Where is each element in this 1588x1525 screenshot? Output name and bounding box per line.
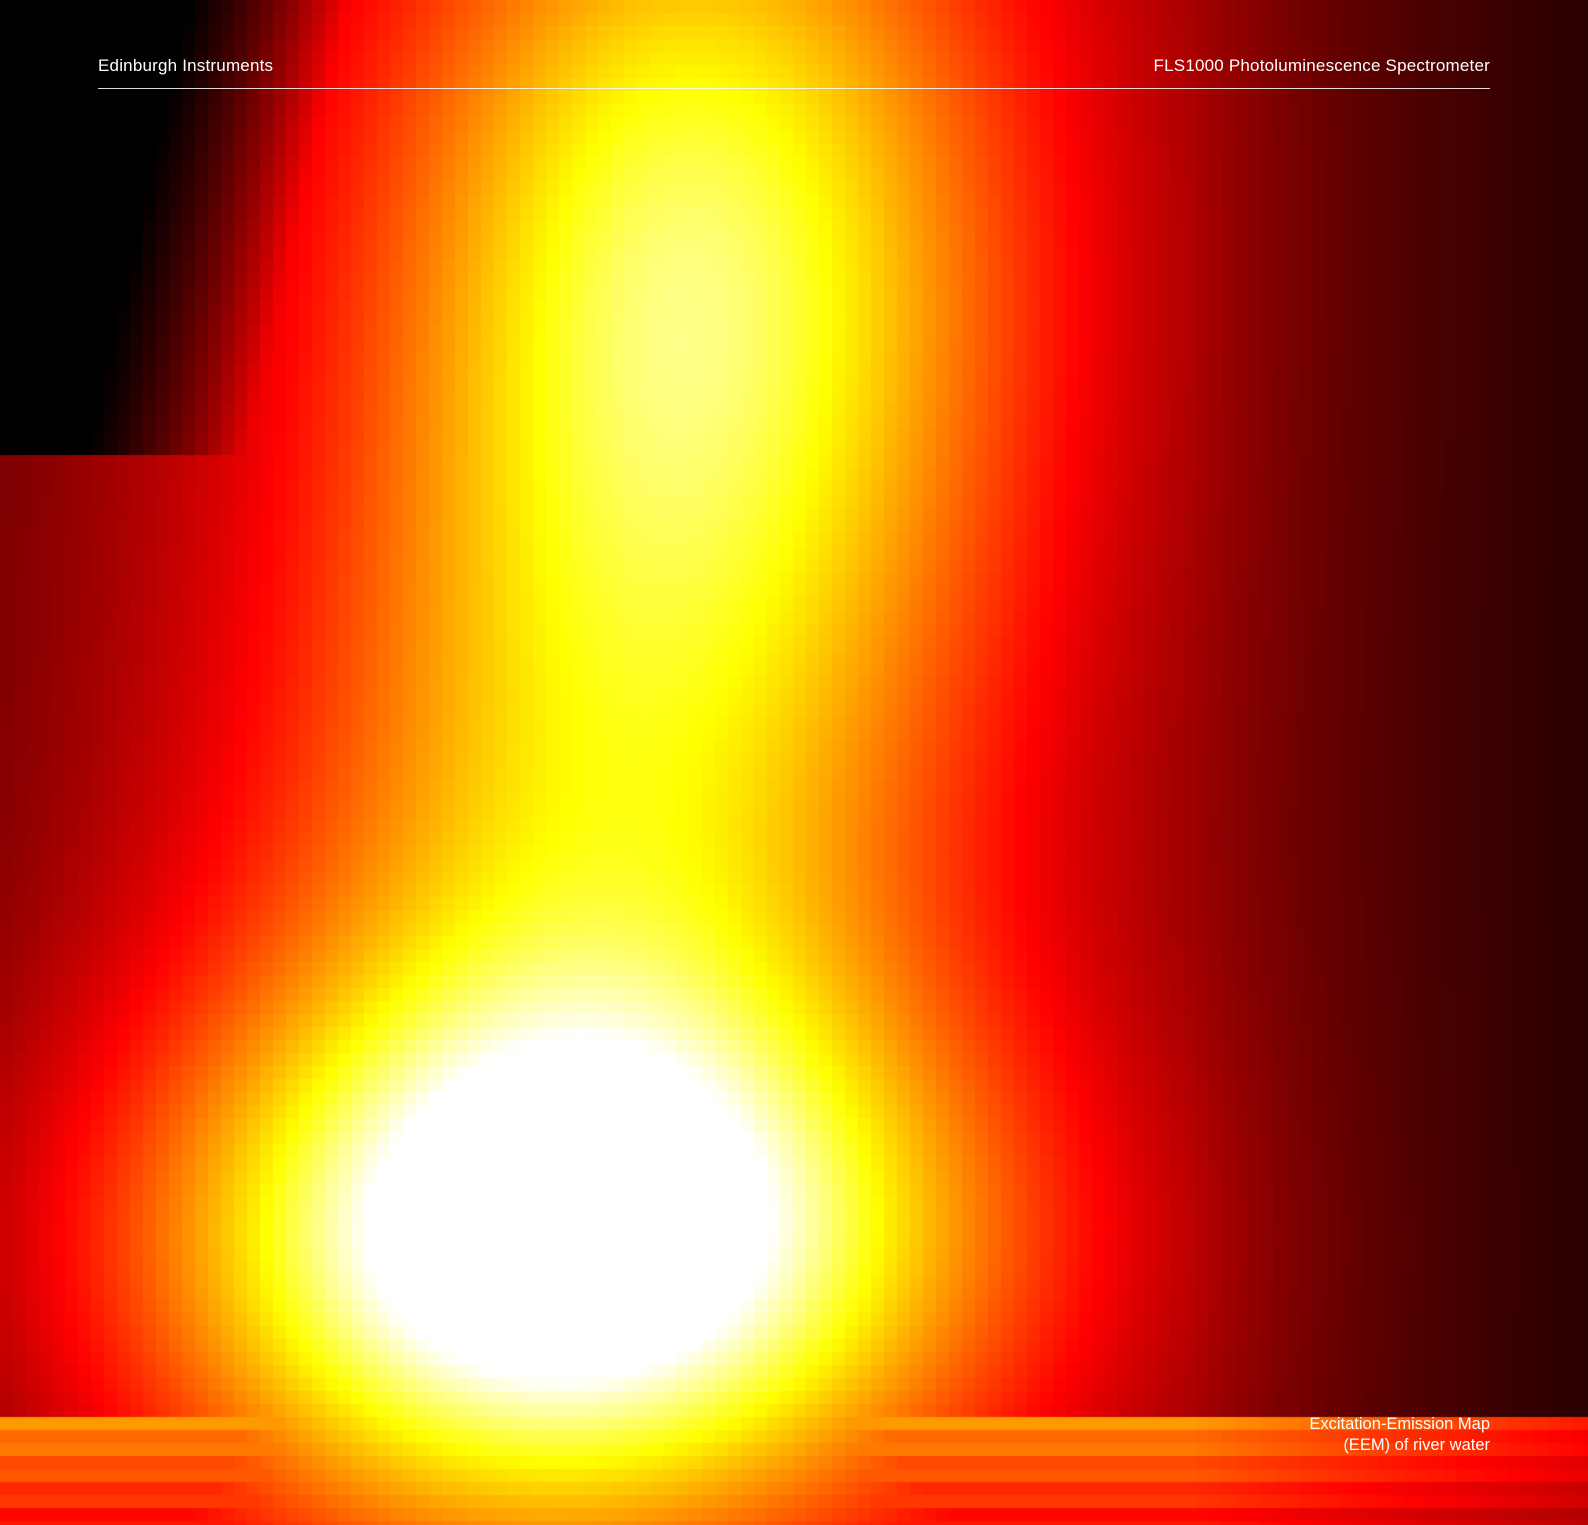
- caption-line-2: (EEM) of river water: [1343, 1436, 1490, 1454]
- caption-line-1: Excitation-Emission Map: [1309, 1415, 1490, 1433]
- company-name: Edinburgh Instruments: [98, 56, 274, 75]
- header-bar: Edinburgh Instruments FLS1000 Photolumin…: [98, 54, 1490, 89]
- figure-caption: Excitation-Emission Map (EEM) of river w…: [1309, 1414, 1490, 1456]
- product-name: FLS1000 Photoluminescence Spectrometer: [1153, 56, 1490, 75]
